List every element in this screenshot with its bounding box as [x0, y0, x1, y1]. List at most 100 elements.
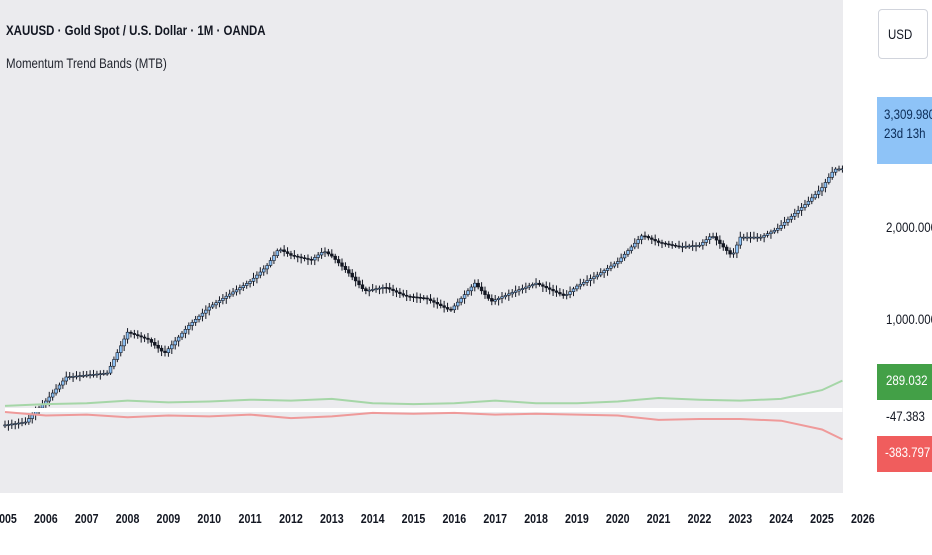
candle	[418, 293, 423, 303]
time-tick-label: 2015	[402, 511, 426, 526]
candle	[204, 305, 208, 319]
candle	[571, 286, 576, 297]
candle	[728, 247, 732, 258]
candle	[313, 254, 317, 266]
candle	[445, 302, 450, 312]
candle	[432, 297, 436, 308]
candle	[10, 419, 14, 429]
candle	[190, 319, 194, 331]
candle	[500, 292, 504, 304]
candle	[95, 370, 99, 378]
time-axis[interactable]: 2005 2006 2007 2008 2009 2010 2011 2012 2013 2014…	[0, 493, 932, 550]
candle	[197, 314, 201, 323]
candle	[452, 303, 457, 313]
price-axis[interactable]	[843, 0, 932, 493]
candle	[456, 298, 460, 310]
candle	[343, 262, 348, 273]
candle	[353, 271, 358, 287]
candle	[575, 283, 579, 292]
lower-band-line	[4, 411, 843, 441]
time-tick-label: 2011	[239, 511, 262, 526]
candle	[357, 276, 361, 289]
time-tick-label: 2014	[361, 511, 385, 526]
candle	[554, 285, 559, 297]
candle	[449, 306, 453, 312]
candle	[425, 295, 429, 305]
candle	[180, 331, 184, 340]
candle	[813, 190, 817, 200]
candle	[81, 370, 85, 378]
chart-canvas[interactable]	[0, 0, 843, 493]
candle	[479, 282, 484, 295]
candle	[125, 328, 130, 344]
candle	[442, 300, 446, 313]
currency-selector-button[interactable]: USD	[878, 9, 928, 59]
candle	[340, 258, 344, 271]
time-tick-label: 2022	[688, 511, 712, 526]
candle	[786, 216, 790, 226]
candle	[302, 254, 307, 262]
candle	[292, 250, 297, 260]
candle	[258, 267, 263, 279]
candle	[677, 240, 681, 249]
time-tick-label: 2007	[75, 511, 99, 526]
candle	[333, 253, 337, 264]
candle	[91, 369, 96, 378]
candle	[57, 382, 62, 393]
price-tick-1000: 1,000.000	[886, 311, 932, 327]
time-tick-label: 2025	[810, 511, 834, 526]
candle	[704, 235, 708, 247]
candle	[170, 340, 174, 355]
candle	[374, 285, 378, 293]
candlestick-series	[3, 165, 843, 431]
candle	[234, 285, 239, 296]
candle	[156, 340, 160, 353]
indicator-label[interactable]: Momentum Trend Bands (MTB)	[6, 55, 167, 71]
candle	[680, 242, 685, 253]
candle	[163, 345, 167, 357]
candle	[173, 337, 177, 350]
candle	[74, 371, 79, 380]
candle	[384, 282, 388, 294]
time-tick-label: 2008	[116, 511, 140, 526]
candle	[231, 287, 235, 297]
candle	[387, 282, 392, 293]
candle	[112, 356, 116, 370]
candle	[769, 229, 773, 239]
currency-label: USD	[888, 26, 913, 42]
candle	[459, 296, 463, 306]
candle	[833, 167, 838, 176]
candle	[255, 271, 259, 284]
candle	[115, 349, 120, 363]
chart-plot-area[interactable]: XAUUSD · Gold Spot / U.S. Dollar · 1M · …	[0, 0, 843, 493]
candle	[166, 346, 171, 357]
candle	[564, 290, 569, 300]
candle	[840, 165, 843, 173]
candle	[98, 370, 103, 380]
candle	[643, 231, 647, 240]
candle	[810, 193, 814, 205]
candle	[244, 280, 249, 289]
candle	[88, 370, 92, 379]
candle	[619, 253, 623, 264]
candle	[714, 232, 719, 246]
candle	[67, 372, 72, 380]
time-tick-label: 2018	[524, 511, 548, 526]
candle	[803, 199, 807, 211]
candle	[282, 245, 286, 257]
candle	[251, 272, 256, 286]
candle	[217, 296, 222, 308]
candle	[336, 255, 341, 267]
candle	[102, 369, 106, 376]
candle	[765, 230, 770, 238]
candle	[319, 247, 324, 259]
candle	[684, 241, 688, 250]
candle	[3, 420, 7, 428]
candle	[473, 279, 477, 292]
candle	[146, 333, 150, 344]
candle	[476, 279, 480, 290]
candle	[439, 299, 443, 309]
candle	[496, 296, 501, 306]
candle	[227, 289, 232, 299]
last-price-value: 3,309.980	[884, 106, 932, 122]
